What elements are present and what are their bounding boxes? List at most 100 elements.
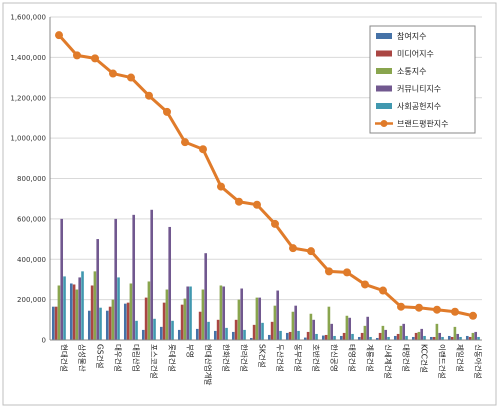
brand-index-point	[199, 145, 207, 154]
legend-marker	[380, 120, 388, 127]
bar-커뮤니티지수	[276, 290, 280, 340]
bar-참여지수	[123, 303, 127, 340]
bar-커뮤니티지수	[186, 286, 190, 340]
bar-소통지수	[291, 311, 295, 340]
brand-index-point	[127, 73, 135, 82]
bar-참여지수	[213, 330, 217, 340]
bar-미디어지수	[342, 332, 346, 340]
y-tick-label: 1,200,000	[10, 94, 46, 102]
x-tick-label: 롯데건설	[168, 344, 178, 372]
bar-참여지수	[465, 335, 469, 340]
bar-미디어지수	[360, 332, 364, 340]
legend-box	[369, 25, 476, 134]
bar-미디어지수	[432, 336, 436, 340]
bar-소통지수	[327, 306, 331, 340]
bar-커뮤니티지수	[222, 286, 226, 340]
bar-사회공헌지수	[81, 271, 84, 340]
x-tick-label: 대방건설	[402, 344, 412, 372]
bar-사회공헌지수	[369, 336, 372, 340]
brand-index-point	[325, 267, 333, 276]
brand-index-point	[163, 107, 171, 116]
brand-index-point	[397, 302, 405, 311]
bar-커뮤니티지수	[456, 333, 460, 340]
y-tick-label: 800,000	[17, 175, 46, 183]
bar-참여지수	[303, 337, 307, 340]
legend-label: 사회공헌지수	[397, 102, 441, 111]
bar-소통지수	[273, 305, 277, 340]
brand-index-point	[217, 182, 225, 191]
bar-미디어지수	[234, 319, 238, 340]
bar-참여지수	[375, 337, 379, 340]
bar-미디어지수	[108, 306, 112, 340]
y-tick-label: 1,600,000	[10, 14, 46, 22]
bar-참여지수	[393, 335, 397, 340]
bar-series	[51, 209, 480, 341]
bar-커뮤니티지수	[132, 214, 136, 340]
bar-사회공헌지수	[117, 277, 120, 340]
bar-커뮤니티지수	[384, 329, 388, 340]
bar-커뮤니티지수	[294, 305, 298, 340]
bar-사회공헌지수	[63, 276, 66, 340]
bar-소통지수	[183, 298, 187, 340]
x-tick-label: 태영건설	[348, 344, 358, 372]
x-tick-label: 대림산업	[132, 344, 142, 372]
bar-미디어지수	[252, 324, 256, 340]
bar-사회공헌지수	[441, 336, 444, 340]
brand-index-point	[361, 280, 369, 289]
bar-미디어지수	[144, 297, 148, 340]
y-axis: 0 200,000 400,000 600,000 800,000 1,000,000 1,…	[10, 14, 51, 345]
bar-커뮤니티지수	[420, 328, 424, 340]
brand-index-point	[55, 31, 63, 40]
bar-미디어지수	[216, 319, 220, 340]
bar-사회공헌지수	[459, 336, 462, 340]
brand-index-point	[307, 247, 315, 256]
bar-소통지수	[363, 325, 367, 340]
bar-사회공헌지수	[423, 335, 426, 340]
x-tick-label: 신동아건설	[474, 344, 484, 379]
bar-커뮤니티지수	[258, 297, 262, 340]
y-tick-label: 1,400,000	[10, 54, 46, 62]
legend-label: 미디어지수	[397, 49, 434, 59]
bar-참여지수	[105, 310, 109, 340]
bar-소통지수	[165, 289, 169, 340]
bar-참여지수	[195, 328, 199, 340]
brand-index-point	[415, 303, 423, 312]
bar-미디어지수	[126, 302, 130, 340]
bar-사회공헌지수	[261, 322, 264, 340]
bar-커뮤니티지수	[366, 316, 370, 340]
legend-label: 커뮤니티지수	[397, 84, 441, 94]
bar-참여지수	[267, 334, 271, 340]
brand-index-point	[469, 311, 477, 320]
y-tick-label: 200,000	[17, 296, 46, 304]
bar-사회공헌지수	[315, 333, 318, 340]
bar-소통지수	[93, 271, 97, 340]
bar-사회공헌지수	[297, 330, 300, 340]
bar-미디어지수	[414, 332, 418, 340]
x-tick-label: 한라건설	[240, 344, 250, 372]
bar-소통지수	[201, 289, 205, 340]
bar-커뮤니티지수	[60, 218, 64, 341]
bar-소통지수	[471, 332, 475, 340]
bar-사회공헌지수	[189, 286, 192, 340]
x-axis: 현대건설 삼성물산 GS건설 대우건설 대림산업 포스코건설 롯데건설 부영 현대산업개발 한화건…	[50, 339, 484, 385]
bar-소통지수	[417, 331, 421, 340]
bar-참여지수	[249, 337, 253, 340]
x-tick-label: 제일건설	[456, 344, 466, 372]
brand-index-point	[109, 69, 117, 78]
bar-소통지수	[381, 325, 385, 340]
legend-label: 소통지수	[397, 67, 426, 76]
bar-미디어지수	[306, 331, 310, 340]
brand-index-point	[181, 138, 189, 147]
bar-사회공헌지수	[153, 318, 156, 340]
bar-미디어지수	[90, 285, 94, 340]
bar-사회공헌지수	[99, 307, 102, 340]
bar-커뮤니티지수	[240, 288, 244, 340]
bar-소통지수	[57, 285, 61, 340]
x-tick-label: 삼성물산	[78, 344, 88, 372]
bar-커뮤니티지수	[96, 239, 100, 340]
x-tick-label: 호반건설	[312, 344, 322, 372]
brand-index-point	[145, 91, 153, 100]
bar-소통지수	[147, 281, 151, 340]
